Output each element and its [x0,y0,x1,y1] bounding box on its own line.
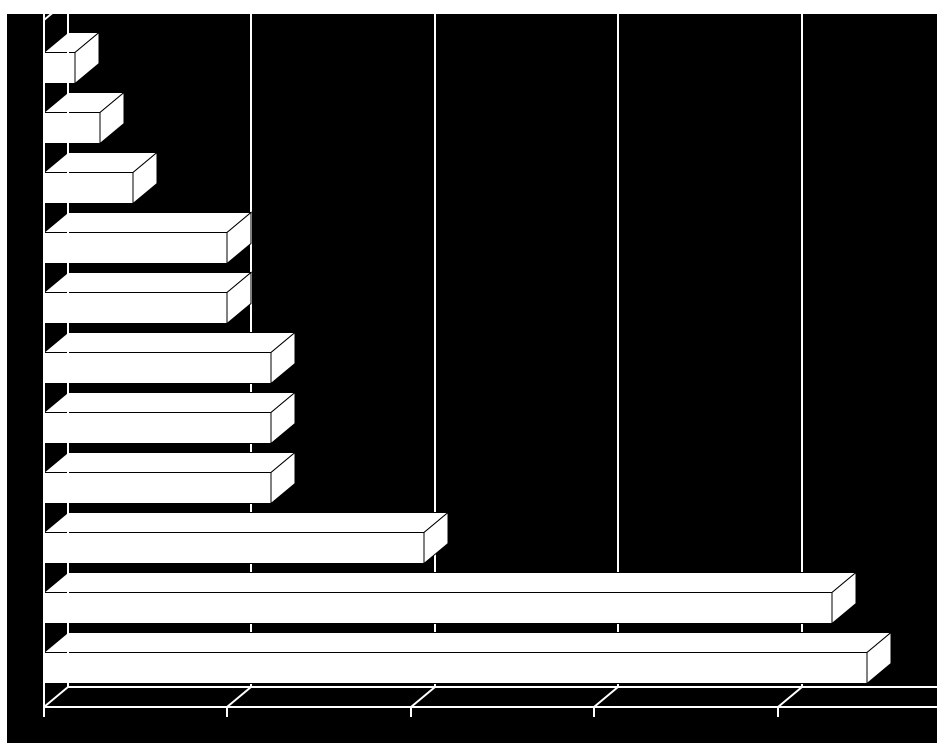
bar-front [44,413,271,444]
chart-svg [0,0,943,754]
bar-top [44,273,251,293]
bar-front [44,473,271,504]
bar-top [44,213,251,233]
bar-front [44,353,271,384]
bar-top [44,453,295,473]
bar-front [44,53,75,84]
bar-front [44,293,227,324]
bar-top [44,633,891,653]
bar-front [44,113,100,144]
bar-front [44,233,227,264]
bar-front [44,593,832,624]
bar-top [44,513,448,533]
chart-container [0,0,943,754]
bar-front [44,653,867,684]
bar-top [44,573,856,593]
bar-top [44,333,295,353]
bar-front [44,533,424,564]
bar-top [44,393,295,413]
bar-front [44,173,133,204]
